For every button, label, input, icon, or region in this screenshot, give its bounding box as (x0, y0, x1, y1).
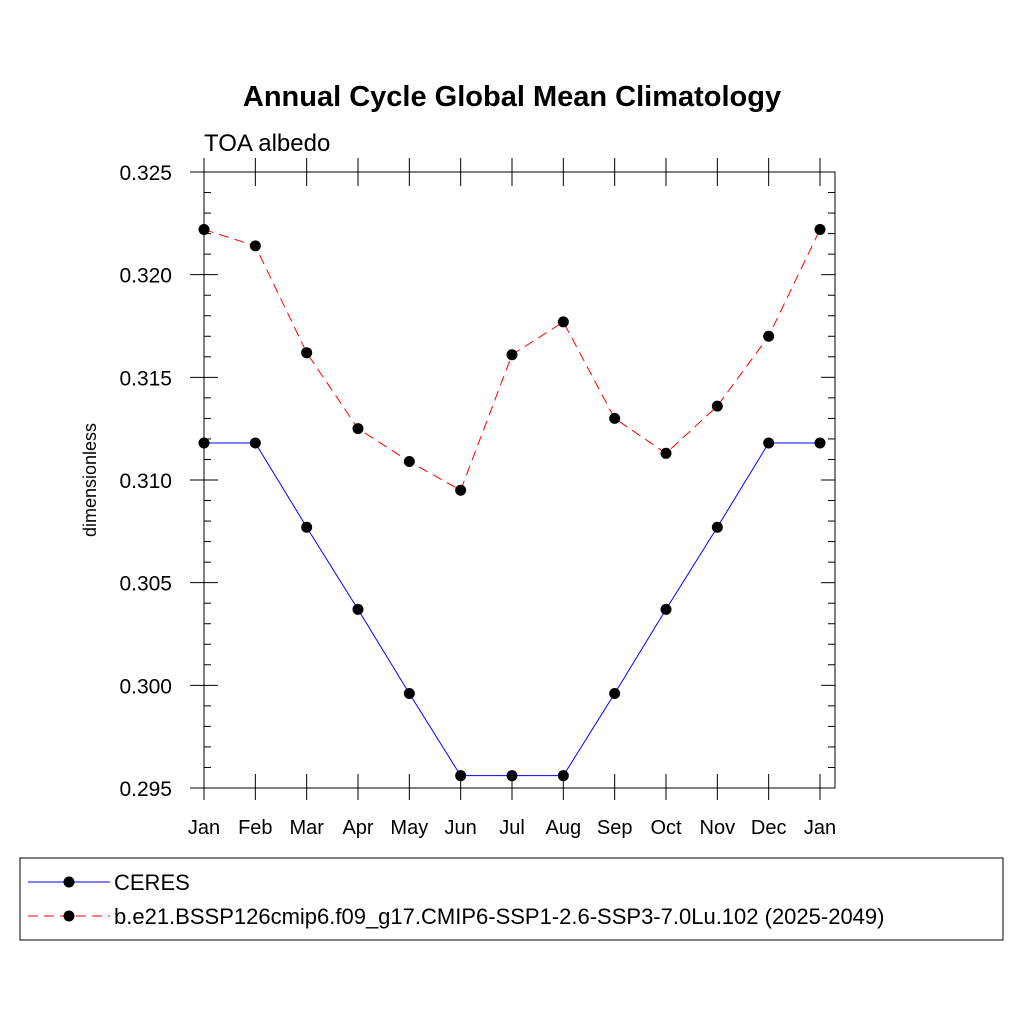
y-tick-label: 0.305 (119, 573, 172, 596)
series-0-marker (301, 521, 313, 533)
series-0-marker (763, 437, 775, 449)
legend-label-0: CERES (114, 870, 190, 895)
x-tick-label: Nov (700, 817, 736, 839)
series-0-marker (557, 770, 569, 782)
legend-marker-0 (63, 876, 75, 888)
plot-frame (203, 171, 836, 789)
series-1-marker (506, 349, 518, 361)
x-tick-label: Jan (804, 817, 836, 839)
legend-frame (19, 857, 1004, 941)
chart-subtitle: TOA albedo (204, 130, 330, 157)
series-1-marker (352, 423, 364, 435)
series-0-marker (660, 603, 672, 615)
series-1-marker (814, 223, 826, 235)
y-tick-label: 0.310 (119, 470, 172, 493)
y-tick-label: 0.300 (119, 675, 172, 698)
series-1-marker (609, 412, 621, 424)
axes: Jan Feb Mar Apr May Jun Jul Aug Sep Oct Nov Dec Jan 0… (119, 158, 836, 839)
series-1-marker (557, 316, 569, 328)
series-1-marker (403, 456, 415, 468)
x-tick-label: Apr (342, 817, 373, 839)
series-1-marker (198, 223, 210, 235)
y-tick-label: 0.315 (119, 367, 172, 390)
chart-title: Annual Cycle Global Mean Climatology (243, 81, 781, 113)
series-0-marker (506, 770, 518, 782)
x-tick-label: Jan (188, 817, 220, 839)
series-1-marker (660, 447, 672, 459)
legend-marker-1 (63, 910, 75, 922)
x-tick-label: May (390, 817, 428, 839)
x-tick-label: Oct (650, 817, 682, 839)
series-1-marker (249, 240, 261, 252)
x-tick-label: Dec (751, 817, 787, 839)
y-tick-label: 0.320 (119, 265, 172, 288)
x-tick-label: Jun (445, 817, 477, 839)
x-tick-label: Mar (289, 817, 324, 839)
legend-label-1: b.e21.BSSP126cmip6.f09_g17.CMIP6-SSP1-2.… (114, 904, 884, 929)
series-1-marker (711, 400, 723, 412)
x-tick-label: Feb (238, 817, 272, 839)
series-1-marker (763, 330, 775, 342)
series-0-marker (609, 688, 621, 700)
series-0-marker (711, 521, 723, 533)
series-1-marker (301, 347, 313, 359)
y-tick-label: 0.325 (119, 162, 172, 185)
x-tick-label: Sep (597, 817, 633, 839)
series-1-marker (455, 484, 467, 496)
x-tick-label: Jul (499, 817, 525, 839)
series-0-marker (814, 437, 826, 449)
series-0-marker (403, 688, 415, 700)
y-tick-label: 0.295 (119, 778, 172, 801)
series-0-marker (198, 437, 210, 449)
series-0-marker (352, 603, 364, 615)
y-axis-label: dimensionless (80, 423, 100, 537)
series-0-marker (455, 770, 467, 782)
series-layer (198, 223, 826, 782)
legend: CERES b.e21.BSSP126cmip6.f09_g17.CMIP6-SS… (19, 857, 1004, 941)
x-tick-label: Aug (546, 817, 582, 839)
series-line-0 (204, 442, 820, 777)
series-0-marker (249, 437, 261, 449)
